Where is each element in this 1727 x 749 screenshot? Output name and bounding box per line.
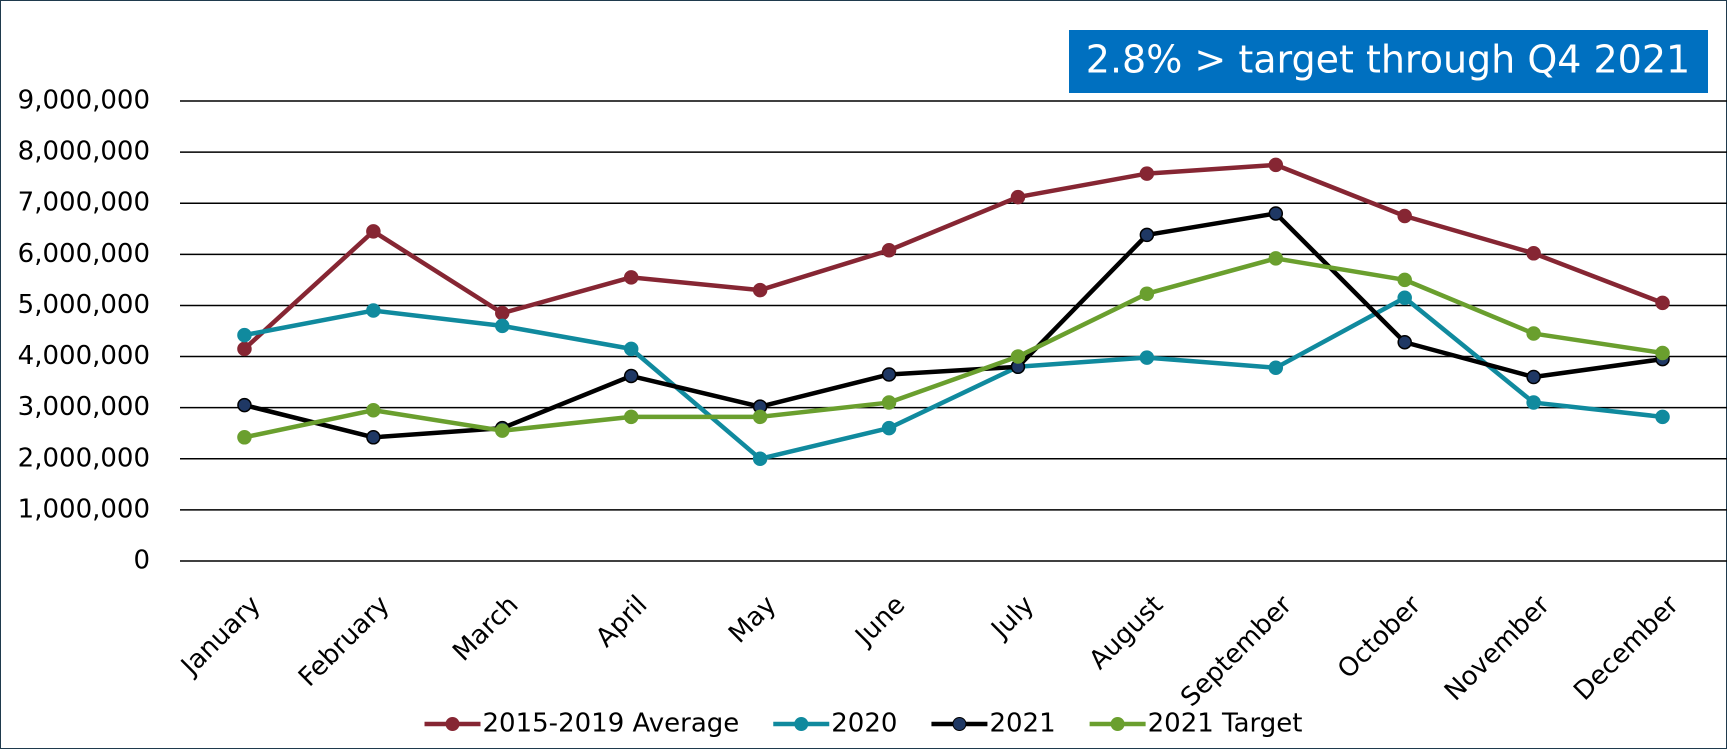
legend-label: 2015-2019 Average [483, 709, 740, 739]
point [623, 409, 639, 425]
point [1268, 251, 1284, 266]
annotation-box [1069, 30, 1708, 93]
point [237, 327, 252, 343]
legend-label: 2021 [989, 709, 1055, 739]
point [1268, 206, 1284, 221]
point [1526, 369, 1541, 385]
point [1397, 290, 1412, 306]
legend-label: 2021 Target [1148, 709, 1303, 739]
point [1655, 295, 1670, 311]
annotation: 2.8% > target through Q4 2021 [1086, 38, 1690, 82]
y-tick-label: 2,000,000 [18, 443, 150, 473]
point [1526, 395, 1541, 410]
legend-label: 2020 [831, 709, 897, 739]
y-tick-label: 5,000,000 [18, 290, 150, 320]
legend-marker [794, 717, 809, 731]
y-tick-label: 0 [133, 546, 150, 576]
point [1010, 349, 1026, 364]
point [752, 409, 768, 425]
point [752, 451, 768, 467]
point [1268, 157, 1284, 173]
point [881, 242, 897, 258]
point [366, 303, 381, 318]
legend-marker [445, 717, 460, 731]
point [1139, 286, 1155, 301]
point [752, 282, 768, 298]
point [366, 224, 381, 239]
point [1526, 326, 1541, 341]
point [1139, 227, 1155, 243]
point [366, 402, 381, 418]
y-tick-label: 3,000,000 [18, 392, 150, 422]
point [881, 367, 897, 382]
y-tick-label: 8,000,000 [18, 137, 150, 167]
series-line [243, 211, 1663, 440]
point [1397, 334, 1412, 350]
point [1526, 246, 1541, 261]
legend-marker [1110, 717, 1125, 731]
point [495, 305, 510, 321]
series-line [244, 295, 1663, 462]
point [881, 395, 897, 410]
point [495, 423, 510, 438]
y-tick-label: 7,000,000 [18, 188, 150, 218]
series-line [243, 256, 1663, 440]
point [237, 341, 252, 357]
point [1655, 345, 1670, 361]
point [237, 397, 252, 413]
legend-marker [952, 717, 967, 731]
point [1010, 189, 1026, 205]
point [623, 270, 639, 285]
point [1268, 360, 1284, 376]
point [623, 368, 639, 384]
y-tick-label: 4,000,000 [18, 341, 150, 371]
point [1139, 166, 1155, 181]
point [1655, 409, 1670, 425]
point [881, 420, 897, 436]
point [495, 318, 510, 334]
point [1397, 208, 1412, 224]
y-tick-label: 6,000,000 [18, 239, 150, 269]
point [366, 430, 381, 445]
series-line [242, 162, 1664, 351]
point [623, 341, 639, 357]
point [1139, 350, 1155, 365]
y-tick-label: 9,000,000 [18, 86, 150, 116]
point [237, 430, 252, 445]
y-tick-label: 1,000,000 [18, 494, 150, 524]
point [1397, 272, 1412, 288]
